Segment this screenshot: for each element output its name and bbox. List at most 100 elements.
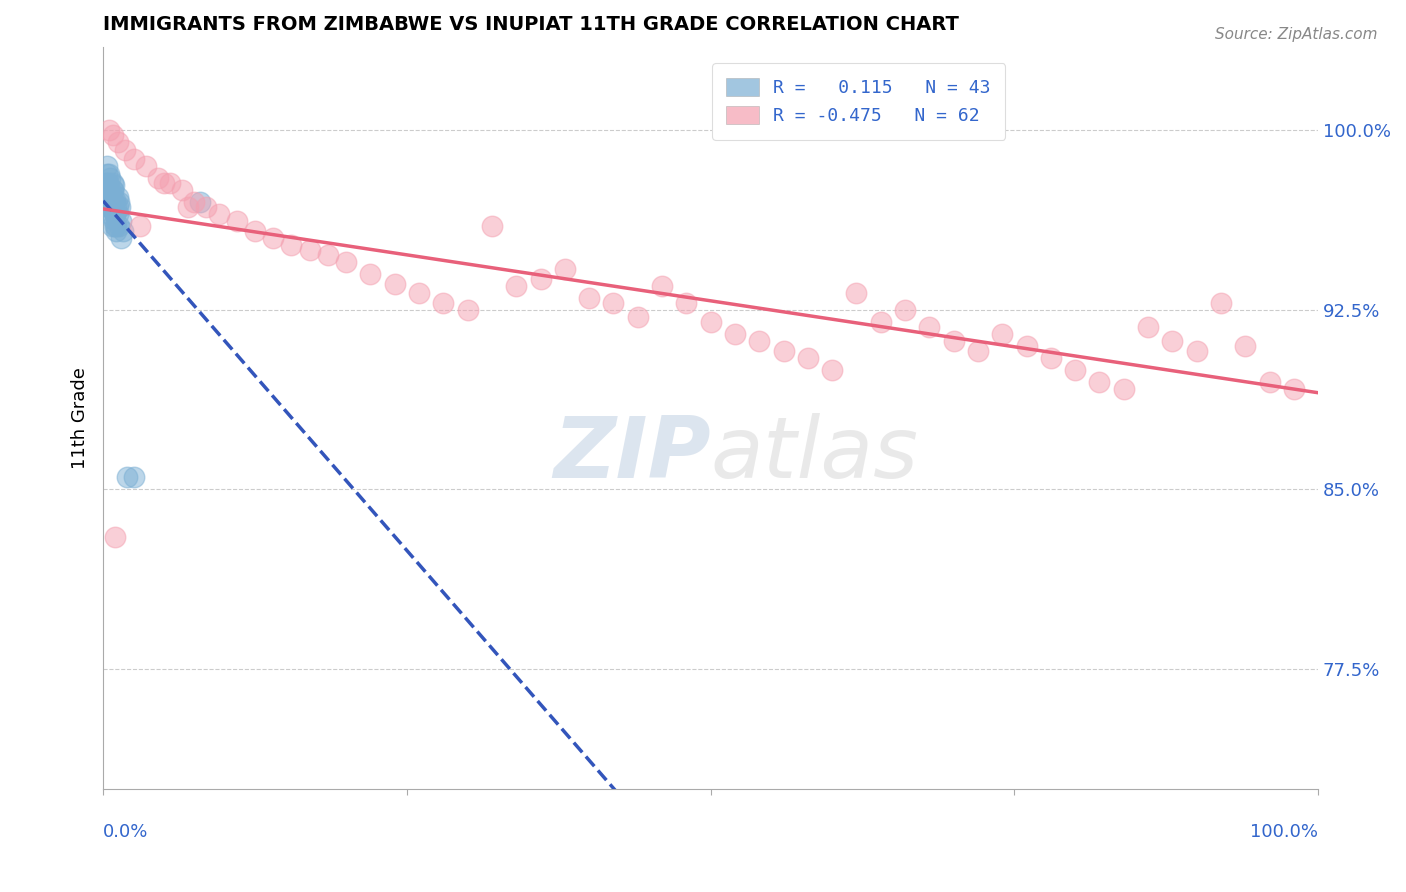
Point xyxy=(335,255,357,269)
Point xyxy=(107,136,129,150)
Point xyxy=(1015,339,1038,353)
Point xyxy=(135,159,157,173)
Point xyxy=(98,123,121,137)
Point xyxy=(432,295,454,310)
Point xyxy=(105,219,128,234)
Point xyxy=(1137,319,1160,334)
Point xyxy=(107,190,129,204)
Point xyxy=(359,267,381,281)
Point xyxy=(505,279,527,293)
Point xyxy=(797,351,820,365)
Point xyxy=(1064,363,1087,377)
Point xyxy=(104,219,127,234)
Point xyxy=(188,195,211,210)
Point xyxy=(146,171,169,186)
Point xyxy=(821,363,844,377)
Point xyxy=(748,334,770,348)
Point xyxy=(529,272,551,286)
Point xyxy=(699,315,721,329)
Point xyxy=(675,295,697,310)
Point xyxy=(94,176,117,190)
Point xyxy=(100,171,122,186)
Point xyxy=(104,193,127,207)
Point xyxy=(100,219,122,234)
Point xyxy=(104,207,127,221)
Point xyxy=(101,176,124,190)
Point xyxy=(107,207,129,221)
Point xyxy=(105,224,128,238)
Point xyxy=(98,188,121,202)
Point xyxy=(554,262,576,277)
Point xyxy=(1234,339,1257,353)
Point xyxy=(101,212,124,227)
Point xyxy=(98,167,121,181)
Point xyxy=(384,277,406,291)
Point xyxy=(602,295,624,310)
Point xyxy=(967,343,990,358)
Point xyxy=(96,195,118,210)
Point xyxy=(225,214,247,228)
Point xyxy=(153,176,176,190)
Text: atlas: atlas xyxy=(710,413,918,496)
Y-axis label: 11th Grade: 11th Grade xyxy=(72,367,89,468)
Point xyxy=(1088,375,1111,389)
Point xyxy=(195,200,218,214)
Point xyxy=(128,219,150,234)
Point xyxy=(114,143,136,157)
Point xyxy=(96,167,118,181)
Point xyxy=(117,470,139,484)
Point xyxy=(97,183,120,197)
Point xyxy=(280,238,302,252)
Point xyxy=(316,248,339,262)
Point xyxy=(408,286,430,301)
Point xyxy=(772,343,794,358)
Point xyxy=(122,152,145,166)
Point xyxy=(110,231,132,245)
Point xyxy=(100,195,122,210)
Point xyxy=(110,214,132,228)
Point xyxy=(942,334,965,348)
Point xyxy=(159,176,181,190)
Point xyxy=(122,470,145,484)
Point xyxy=(457,302,479,317)
Text: 0.0%: 0.0% xyxy=(103,823,149,841)
Point xyxy=(107,200,129,214)
Text: Source: ZipAtlas.com: Source: ZipAtlas.com xyxy=(1215,27,1378,42)
Point xyxy=(183,195,205,210)
Point xyxy=(98,200,121,214)
Text: ZIP: ZIP xyxy=(553,413,710,496)
Point xyxy=(894,302,917,317)
Point xyxy=(104,530,127,544)
Point xyxy=(1209,295,1232,310)
Point xyxy=(105,200,128,214)
Legend: R =   0.115   N = 43, R = -0.475   N = 62: R = 0.115 N = 43, R = -0.475 N = 62 xyxy=(711,63,1005,140)
Point xyxy=(108,219,131,234)
Point xyxy=(108,195,131,210)
Point xyxy=(177,200,200,214)
Point xyxy=(96,159,118,173)
Point xyxy=(103,178,125,193)
Point xyxy=(101,183,124,197)
Point xyxy=(298,243,321,257)
Point xyxy=(845,286,868,301)
Point xyxy=(1282,382,1305,396)
Point xyxy=(1112,382,1135,396)
Point xyxy=(627,310,650,325)
Text: IMMIGRANTS FROM ZIMBABWE VS INUPIAT 11TH GRADE CORRELATION CHART: IMMIGRANTS FROM ZIMBABWE VS INUPIAT 11TH… xyxy=(103,15,959,34)
Point xyxy=(578,291,600,305)
Point xyxy=(1258,375,1281,389)
Point xyxy=(481,219,503,234)
Point xyxy=(651,279,673,293)
Point xyxy=(103,204,125,219)
Point xyxy=(1161,334,1184,348)
Point xyxy=(104,207,127,221)
Point xyxy=(1039,351,1062,365)
Point xyxy=(100,207,122,221)
Point xyxy=(243,224,266,238)
Point xyxy=(100,190,122,204)
Point xyxy=(262,231,284,245)
Point xyxy=(100,183,122,197)
Point xyxy=(97,176,120,190)
Point xyxy=(991,326,1014,341)
Point xyxy=(100,200,122,214)
